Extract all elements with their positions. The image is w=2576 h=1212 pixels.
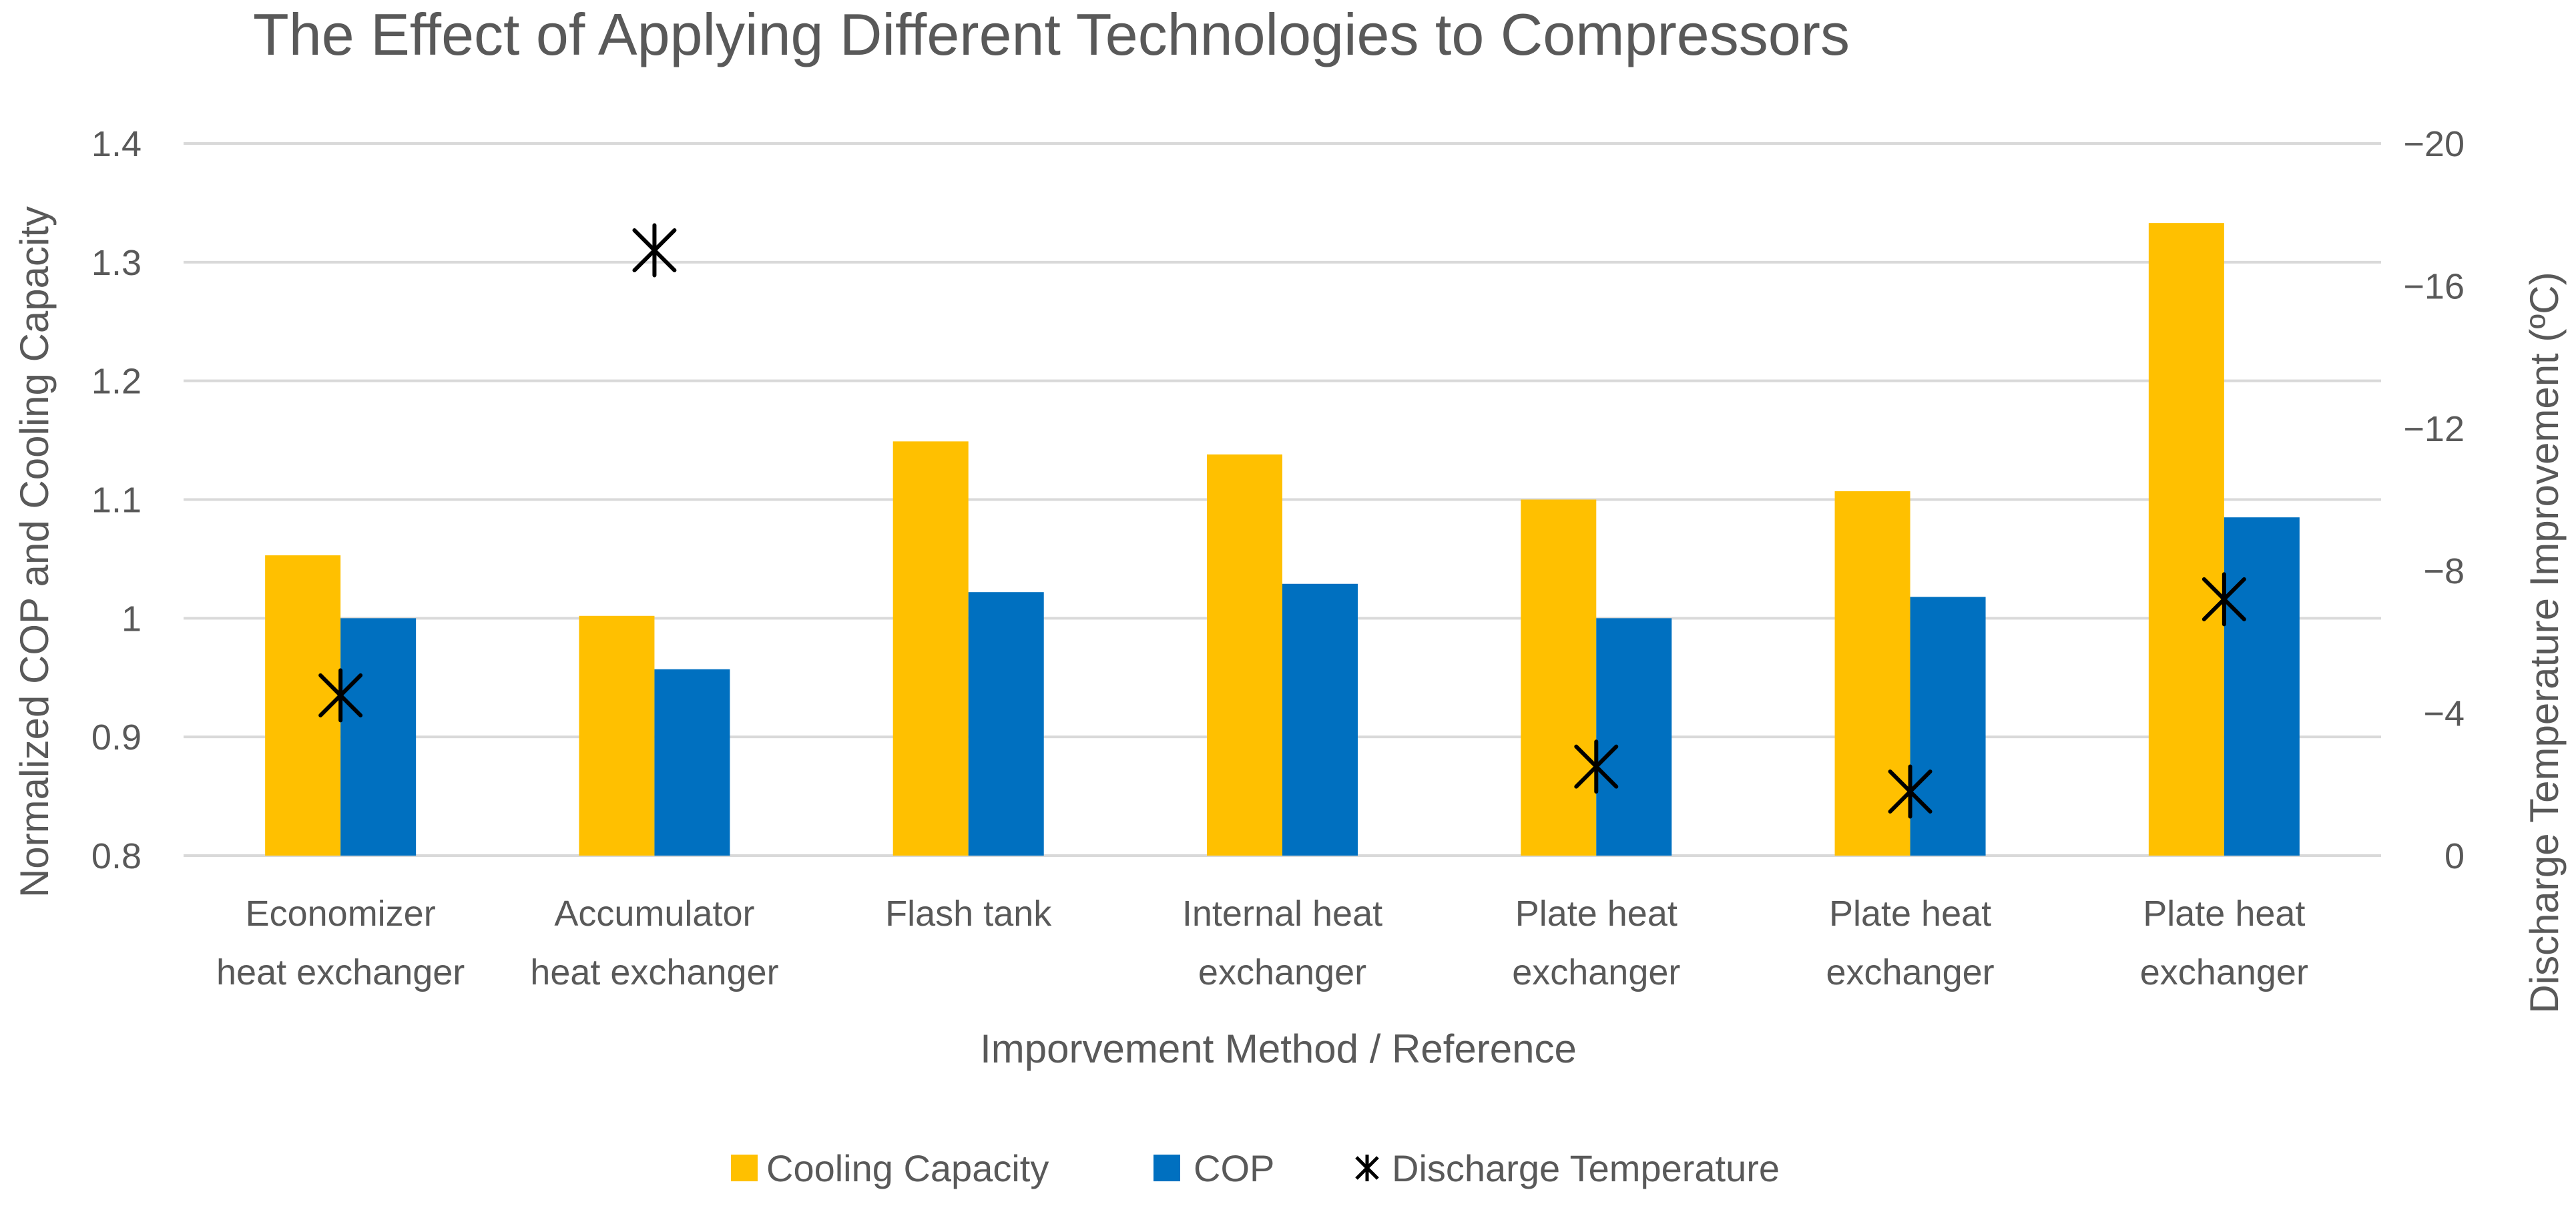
category-label: Accumulator xyxy=(554,894,754,934)
cop-bar xyxy=(1596,618,1672,856)
legend: Cooling Capacity COP Discharge Temperature xyxy=(731,1147,1780,1189)
cop-bar xyxy=(1910,597,1986,856)
category-label: exchanger xyxy=(1198,952,1366,992)
category-label: heat exchanger xyxy=(216,952,465,992)
discharge-temperature-marker xyxy=(1888,764,1933,819)
cop-bar xyxy=(1282,583,1358,856)
y2-tick-label: −8 xyxy=(2423,551,2465,591)
cooling-capacity-bar xyxy=(579,615,655,856)
legend-swatch-discharge-temperature xyxy=(1355,1155,1379,1181)
category-label: Plate heat xyxy=(2143,894,2305,934)
cop-bar xyxy=(340,618,417,856)
category-label: Economizer xyxy=(246,894,436,934)
y-tick-label: 0.9 xyxy=(91,717,142,758)
legend-label-discharge-temperature: Discharge Temperature xyxy=(1392,1147,1780,1189)
legend-label-cop: COP xyxy=(1194,1147,1274,1189)
cooling-capacity-bar xyxy=(1207,454,1282,856)
cop-bar xyxy=(2224,517,2300,856)
legend-swatch-cop xyxy=(1153,1155,1180,1181)
discharge-markers xyxy=(318,223,2246,819)
y-tick-label: 1.2 xyxy=(91,362,142,402)
y2-tick-label: 0 xyxy=(2444,836,2465,876)
y-tick-label: 1.1 xyxy=(91,481,142,521)
discharge-temperature-marker xyxy=(1574,739,1619,794)
category-labels: Economizer heat exchanger Accumulator heat … xyxy=(216,894,2308,992)
category-label: exchanger xyxy=(2140,952,2308,992)
y2-tick-label: −20 xyxy=(2403,124,2465,164)
y-tick-label: 1 xyxy=(121,599,142,639)
x-axis-title: Imporvement Method / Reference xyxy=(980,1026,1577,1071)
discharge-temperature-marker xyxy=(2202,572,2246,627)
category-label: Flash tank xyxy=(885,894,1052,934)
category-label: exchanger xyxy=(1512,952,1680,992)
cop-bar xyxy=(654,669,730,856)
primary-y-axis-ticks: 0.8 0.9 1 1.1 1.2 1.3 1.4 xyxy=(91,124,142,876)
y-tick-label: 1.3 xyxy=(91,243,142,283)
cooling-capacity-bar xyxy=(1834,491,1910,856)
y2-tick-label: −16 xyxy=(2403,266,2465,306)
category-label: Internal heat xyxy=(1182,894,1382,934)
cooling-capacity-bar xyxy=(2148,223,2224,856)
secondary-y-axis-ticks: 0 −4 −8 −12 −16 −20 xyxy=(2403,124,2465,876)
legend-label-cooling-capacity: Cooling Capacity xyxy=(766,1147,1049,1189)
y-tick-label: 0.8 xyxy=(91,836,142,876)
y2-tick-label: −4 xyxy=(2423,694,2465,734)
y-axis-title: Normalized COP and Cooling Capacity xyxy=(12,206,57,898)
y2-axis-title: Discharge Temperature Improvement (ºC) xyxy=(2522,272,2567,1013)
category-label: heat exchanger xyxy=(530,952,778,992)
discharge-temperature-marker xyxy=(632,223,677,278)
y2-tick-label: −12 xyxy=(2403,409,2465,449)
bars xyxy=(265,223,2300,856)
discharge-temperature-marker xyxy=(318,668,363,723)
legend-swatch-cooling-capacity xyxy=(731,1155,758,1181)
category-label: exchanger xyxy=(1826,952,1994,992)
category-label: Plate heat xyxy=(1515,894,1678,934)
chart-title: The Effect of Applying Different Technol… xyxy=(253,1,1850,67)
cooling-capacity-bar xyxy=(1521,499,1597,856)
y-tick-label: 1.4 xyxy=(91,124,142,164)
category-label: Plate heat xyxy=(1829,894,1991,934)
cop-bar xyxy=(968,592,1044,856)
cooling-capacity-bar xyxy=(892,441,969,856)
